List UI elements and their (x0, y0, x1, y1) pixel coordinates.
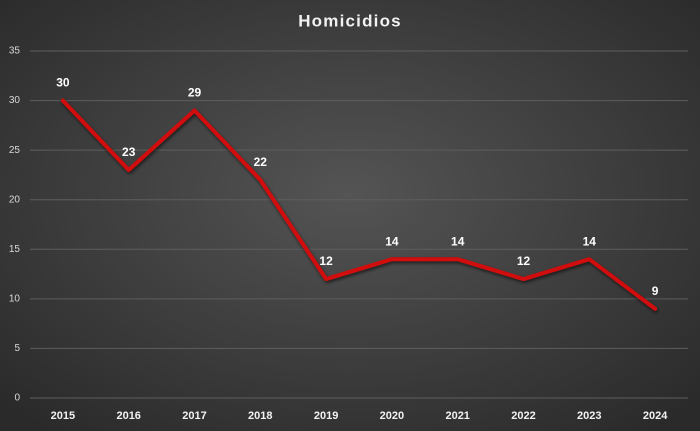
y-tick-label: 10 (9, 293, 21, 304)
x-tick-label: 2019 (314, 410, 338, 422)
x-tick-label: 2020 (380, 410, 404, 422)
y-tick-label: 30 (9, 95, 21, 106)
data-label: 23 (122, 145, 136, 159)
chart-title: Homicidios (298, 11, 402, 30)
x-tick-label: 2015 (51, 410, 75, 422)
x-tick-label: 2017 (182, 410, 206, 422)
x-tick-label: 2016 (116, 410, 140, 422)
data-label: 9 (652, 284, 659, 298)
data-label: 12 (517, 254, 531, 268)
data-label: 12 (319, 254, 333, 268)
y-tick-label: 15 (9, 244, 21, 255)
y-tick-label: 5 (14, 343, 20, 354)
x-tick-label: 2021 (445, 410, 469, 422)
line (60, 98, 658, 311)
data-label: 22 (254, 155, 268, 169)
x-tick-label: 2018 (248, 410, 272, 422)
data-label: 14 (583, 234, 597, 248)
y-tick-label: 0 (14, 393, 20, 404)
data-label: 14 (385, 234, 399, 248)
y-tick-label: 20 (9, 194, 21, 205)
data-label: 29 (188, 86, 202, 100)
y-tick-label: 35 (9, 46, 21, 57)
x-tick-label: 2022 (511, 410, 535, 422)
data-label: 30 (56, 76, 70, 90)
y-tick-label: 25 (9, 145, 21, 156)
data-label: 14 (451, 234, 465, 248)
x-tick-label: 2024 (643, 410, 668, 422)
x-tick-label: 2023 (577, 410, 601, 422)
